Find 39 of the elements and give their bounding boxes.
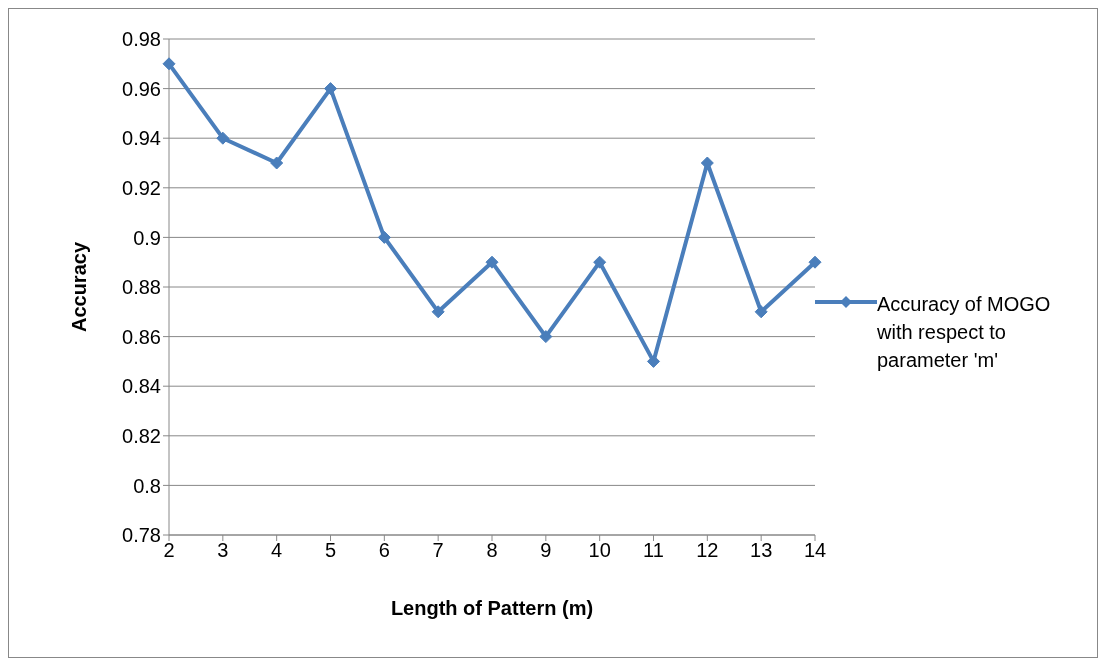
y-tick-label: 0.78 xyxy=(122,524,161,547)
point xyxy=(324,82,337,96)
x-tick-label: 9 xyxy=(540,539,552,562)
y-tick-label: 0.92 xyxy=(122,176,161,199)
x-tick-label: 3 xyxy=(217,539,229,562)
point xyxy=(377,230,391,244)
y-tick-label: 0.94 xyxy=(122,127,161,150)
x-tick-label: 5 xyxy=(324,539,337,562)
x-tick-label: 10 xyxy=(588,539,611,562)
y-tick-label: 0.86 xyxy=(122,325,161,348)
x-tick-label: 2 xyxy=(163,539,175,562)
x-tick-label: 6 xyxy=(378,539,390,562)
x-tick-label: 13 xyxy=(750,539,773,562)
x-axis-title: Length of Pattern (m) xyxy=(390,597,594,619)
x-tick-label: 8 xyxy=(486,539,498,562)
point xyxy=(216,131,230,145)
x-tick-label: 12 xyxy=(696,539,719,562)
point xyxy=(808,255,822,269)
y-tick-label: 0.8 xyxy=(133,474,161,497)
point xyxy=(431,305,445,319)
point xyxy=(162,57,176,71)
y-tick-label: 0.98 xyxy=(122,28,161,51)
x-tick-label: 11 xyxy=(643,539,664,562)
y-tick-label: 0.88 xyxy=(122,276,161,299)
x-tick-label: 14 xyxy=(803,539,827,562)
point xyxy=(754,305,768,319)
y-tick-label: 0.96 xyxy=(122,77,161,100)
x-tick-label: 4 xyxy=(271,539,283,562)
point xyxy=(539,330,553,344)
y-axis-title: Accuracy xyxy=(68,241,91,333)
legend-label: Accuracy of MOGO with respect to parameter 'm' xyxy=(877,292,1052,373)
y-tick-label: 0.84 xyxy=(122,375,161,398)
point xyxy=(485,255,499,269)
point xyxy=(593,255,607,269)
y-tick-label: 0.9 xyxy=(133,226,161,249)
point xyxy=(270,156,284,170)
point xyxy=(647,354,660,368)
y-tick-label: 0.82 xyxy=(122,424,161,447)
x-tick-label: 7 xyxy=(432,539,444,562)
